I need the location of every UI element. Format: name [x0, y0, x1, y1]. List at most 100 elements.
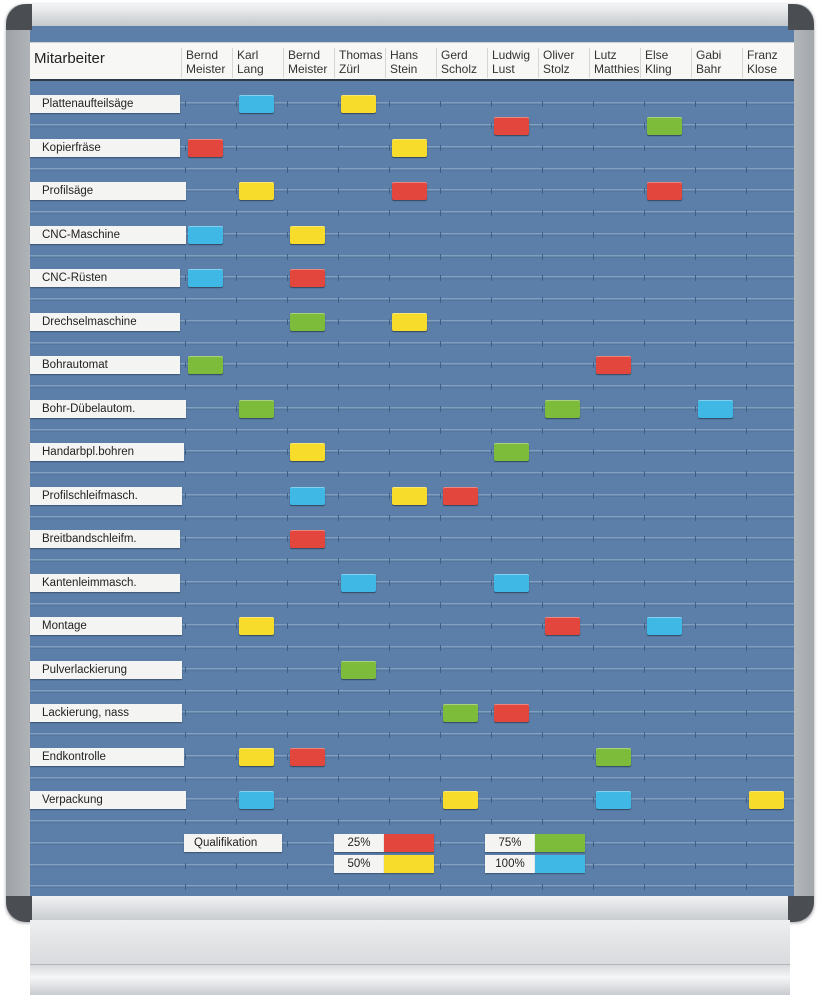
qualification-magnet-yellow[interactable]: [749, 791, 784, 809]
qualification-magnet-cyan[interactable]: [188, 226, 223, 244]
rail-tick: [440, 101, 441, 107]
employee-last-name: Stein: [390, 62, 418, 76]
rail-tick: [236, 558, 237, 564]
qualification-magnet-green[interactable]: [443, 704, 478, 722]
qualification-magnet-yellow[interactable]: [392, 487, 427, 505]
qualification-magnet-green[interactable]: [239, 400, 274, 418]
rail-tick: [236, 231, 237, 238]
legend-percent: 100%: [485, 855, 535, 873]
qualification-magnet-green[interactable]: [647, 117, 682, 135]
rail-tick: [491, 775, 492, 782]
rail-tick: [338, 449, 339, 455]
qualification-magnet-cyan[interactable]: [494, 574, 529, 592]
rail-tick: [287, 840, 288, 847]
qualification-magnet-green[interactable]: [545, 400, 580, 418]
qualification-magnet-yellow[interactable]: [239, 182, 274, 200]
rail-tick: [491, 384, 492, 390]
qualification-magnet-red[interactable]: [188, 139, 223, 157]
rail-tick: [389, 753, 390, 760]
rail-tick: [491, 253, 492, 260]
rail-tick: [236, 710, 237, 716]
qualification-magnet-green[interactable]: [290, 313, 325, 331]
rail-tick: [236, 884, 237, 890]
rail-tick: [338, 188, 339, 194]
legend-percent: 50%: [334, 855, 384, 873]
qualification-magnet-cyan[interactable]: [341, 574, 376, 592]
rail-tick: [389, 623, 390, 629]
rail-tick: [644, 819, 645, 825]
qualification-magnet-red[interactable]: [443, 487, 478, 505]
rail-tick: [389, 492, 390, 499]
employee-column-header: Thomas Zürl: [334, 48, 382, 78]
rail-tick: [695, 210, 696, 216]
rail-tick: [746, 231, 747, 238]
rail-tick: [236, 536, 237, 542]
rail-tick: [644, 623, 645, 629]
rail-tick: [746, 753, 747, 760]
rail-tick: [338, 797, 339, 803]
rail-tick: [440, 318, 441, 325]
qualification-magnet-yellow[interactable]: [239, 748, 274, 766]
rail-tick: [440, 666, 441, 673]
qualification-magnet-cyan[interactable]: [239, 791, 274, 809]
rail-tick: [695, 601, 696, 608]
rail-tick: [746, 427, 747, 434]
qualification-magnet-cyan[interactable]: [290, 487, 325, 505]
rail-tick: [695, 123, 696, 129]
qualification-magnet-green[interactable]: [596, 748, 631, 766]
rail-tick: [644, 840, 645, 847]
rail-tick: [695, 840, 696, 847]
legend-swatch-green: [535, 834, 585, 852]
rail-tick: [287, 166, 288, 173]
machine-label: Bohrautomat: [30, 356, 180, 374]
qualification-magnet-red[interactable]: [392, 182, 427, 200]
qualification-magnet-yellow[interactable]: [392, 139, 427, 157]
rail-tick: [389, 601, 390, 608]
qualification-magnet-red[interactable]: [494, 704, 529, 722]
machine-label: CNC-Maschine: [30, 226, 186, 244]
qualification-magnet-red[interactable]: [647, 182, 682, 200]
qualification-magnet-cyan[interactable]: [596, 791, 631, 809]
rail-tick: [746, 797, 747, 803]
employee-first-name: Hans: [390, 48, 419, 62]
qualification-magnet-yellow[interactable]: [239, 617, 274, 635]
qualification-magnet-yellow[interactable]: [443, 791, 478, 809]
rail-tick: [185, 210, 186, 216]
machine-label: Drechselmaschine: [30, 313, 180, 331]
rail-tick: [593, 862, 594, 869]
qualification-magnet-yellow[interactable]: [392, 313, 427, 331]
qualification-magnet-green[interactable]: [494, 443, 529, 461]
rail-tick: [440, 340, 441, 347]
rail-tick: [440, 819, 441, 825]
qualification-magnet-cyan[interactable]: [698, 400, 733, 418]
rail-tick: [236, 253, 237, 260]
qualification-magnet-cyan[interactable]: [239, 95, 274, 113]
qualification-magnet-red[interactable]: [290, 269, 325, 287]
qualification-magnet-cyan[interactable]: [647, 617, 682, 635]
rail-tick: [440, 840, 441, 847]
qualification-magnet-red[interactable]: [290, 530, 325, 548]
pen-tray-lip: [30, 964, 790, 995]
qualification-magnet-yellow[interactable]: [341, 95, 376, 113]
rail-tick: [287, 405, 288, 412]
rail-tick: [593, 558, 594, 564]
rail-tick: [338, 666, 339, 673]
qualification-magnet-red[interactable]: [596, 356, 631, 374]
rail-tick: [389, 340, 390, 347]
qualification-magnet-green[interactable]: [341, 661, 376, 679]
rail-tick: [287, 775, 288, 782]
qualification-magnet-red[interactable]: [290, 748, 325, 766]
rail-tick: [338, 231, 339, 238]
rail-tick: [338, 688, 339, 695]
qualification-magnet-yellow[interactable]: [290, 226, 325, 244]
rail-tick: [542, 666, 543, 673]
rail-tick: [695, 558, 696, 564]
rail-tick: [236, 753, 237, 760]
qualification-magnet-cyan[interactable]: [188, 269, 223, 287]
qualification-magnet-green[interactable]: [188, 356, 223, 374]
qualification-magnet-red[interactable]: [545, 617, 580, 635]
rail-tick: [644, 210, 645, 216]
qualification-magnet-red[interactable]: [494, 117, 529, 135]
qualification-magnet-yellow[interactable]: [290, 443, 325, 461]
rail-tick: [593, 297, 594, 303]
